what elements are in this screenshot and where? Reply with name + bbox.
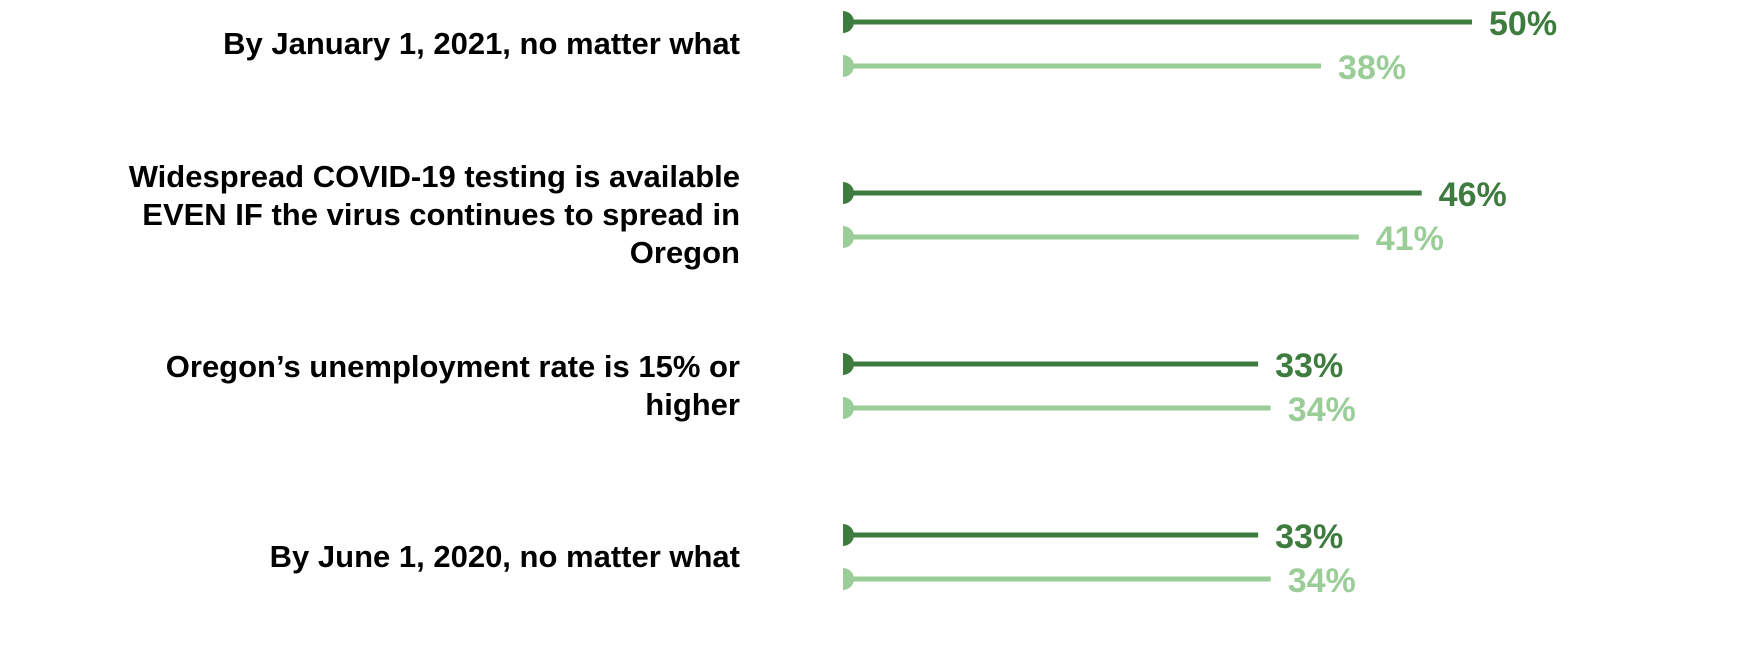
value-label: 33% [1275,347,1343,385]
value-label: 46% [1439,176,1507,214]
bar-cap [843,226,854,248]
bar-cap [843,11,854,33]
bar-cap [843,568,854,590]
category-label: Widespread COVID-19 testing is available… [129,159,740,270]
bar-cap [843,353,854,375]
value-label: 38% [1338,49,1406,87]
bar-cap [843,524,854,546]
value-label: 41% [1376,220,1444,258]
value-label: 33% [1275,518,1343,556]
value-label: 34% [1288,562,1356,600]
category-label: Oregon’s unemployment rate is 15% or high… [166,349,740,422]
bar-cap [843,55,854,77]
bar-cap [843,397,854,419]
value-label: 50% [1489,5,1557,43]
category-label: By January 1, 2021, no matter what [223,26,740,61]
bar-cap [843,182,854,204]
value-label: 34% [1288,391,1356,429]
category-label: By June 1, 2020, no matter what [270,539,740,574]
